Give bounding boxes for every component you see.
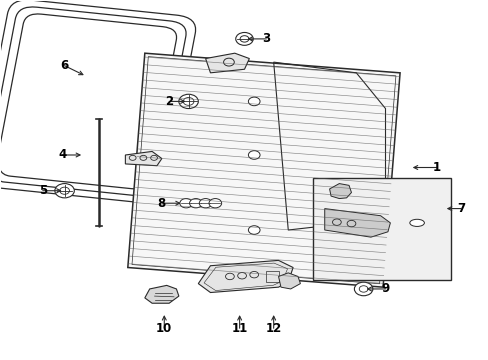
- Ellipse shape: [409, 219, 424, 226]
- Polygon shape: [144, 285, 179, 303]
- Text: 5: 5: [39, 184, 47, 197]
- Circle shape: [248, 151, 260, 159]
- Text: 1: 1: [431, 161, 440, 174]
- Text: 8: 8: [158, 197, 165, 210]
- Text: 10: 10: [156, 322, 172, 335]
- Polygon shape: [198, 260, 292, 293]
- Circle shape: [235, 32, 253, 45]
- Polygon shape: [205, 53, 249, 73]
- Text: 11: 11: [231, 322, 247, 335]
- Polygon shape: [127, 53, 399, 287]
- Circle shape: [208, 199, 221, 208]
- Polygon shape: [324, 208, 389, 237]
- Circle shape: [55, 184, 74, 198]
- Text: 7: 7: [456, 202, 464, 215]
- Text: 6: 6: [61, 59, 69, 72]
- Text: 12: 12: [265, 322, 281, 335]
- Circle shape: [179, 94, 198, 109]
- Circle shape: [180, 199, 192, 208]
- Bar: [312, 178, 450, 280]
- Circle shape: [248, 97, 260, 106]
- Circle shape: [199, 199, 211, 208]
- Circle shape: [248, 226, 260, 234]
- Text: 2: 2: [165, 95, 173, 108]
- Text: 9: 9: [381, 283, 389, 296]
- Circle shape: [189, 199, 202, 208]
- Circle shape: [354, 282, 372, 296]
- Text: 4: 4: [58, 148, 66, 162]
- Polygon shape: [329, 184, 351, 199]
- Polygon shape: [278, 273, 300, 289]
- Text: 3: 3: [262, 32, 270, 45]
- Bar: [266, 271, 278, 282]
- Polygon shape: [125, 152, 162, 166]
